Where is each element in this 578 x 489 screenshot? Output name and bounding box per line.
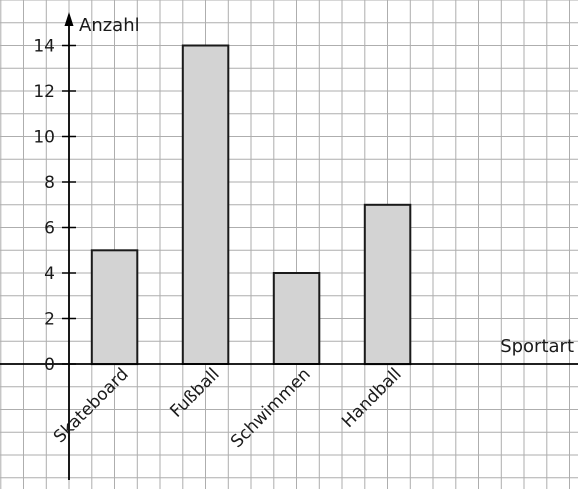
category-label: Skateboard xyxy=(50,364,133,447)
category-label: Schwimmen xyxy=(227,364,315,452)
y-tick-label: 14 xyxy=(33,37,55,57)
y-tick-label: 2 xyxy=(44,310,55,330)
x-axis-label: Sportart xyxy=(500,336,574,357)
y-tick-label: 8 xyxy=(44,173,55,193)
category-label: Handball xyxy=(338,364,405,431)
bar-fußball xyxy=(181,44,230,365)
bar-schwimmen xyxy=(272,272,321,365)
bar-handball xyxy=(363,203,412,366)
y-tick-label: 12 xyxy=(33,82,55,102)
y-axis-arrow xyxy=(64,12,74,26)
y-ticks: 0 2 4 6 8 10 12 14 xyxy=(33,37,76,375)
bar-skateboard xyxy=(90,249,139,366)
category-labels: Skateboard Fußball Schwimmen Handball xyxy=(50,364,406,452)
y-tick-label: 6 xyxy=(44,219,55,239)
y-tick-label: 0 xyxy=(44,355,55,375)
y-axis-label: Anzahl xyxy=(79,15,140,36)
category-label: Fußball xyxy=(166,364,223,421)
axes xyxy=(0,12,578,480)
y-tick-label: 10 xyxy=(33,128,55,148)
y-tick-label: 4 xyxy=(44,264,55,284)
bars xyxy=(90,44,412,366)
